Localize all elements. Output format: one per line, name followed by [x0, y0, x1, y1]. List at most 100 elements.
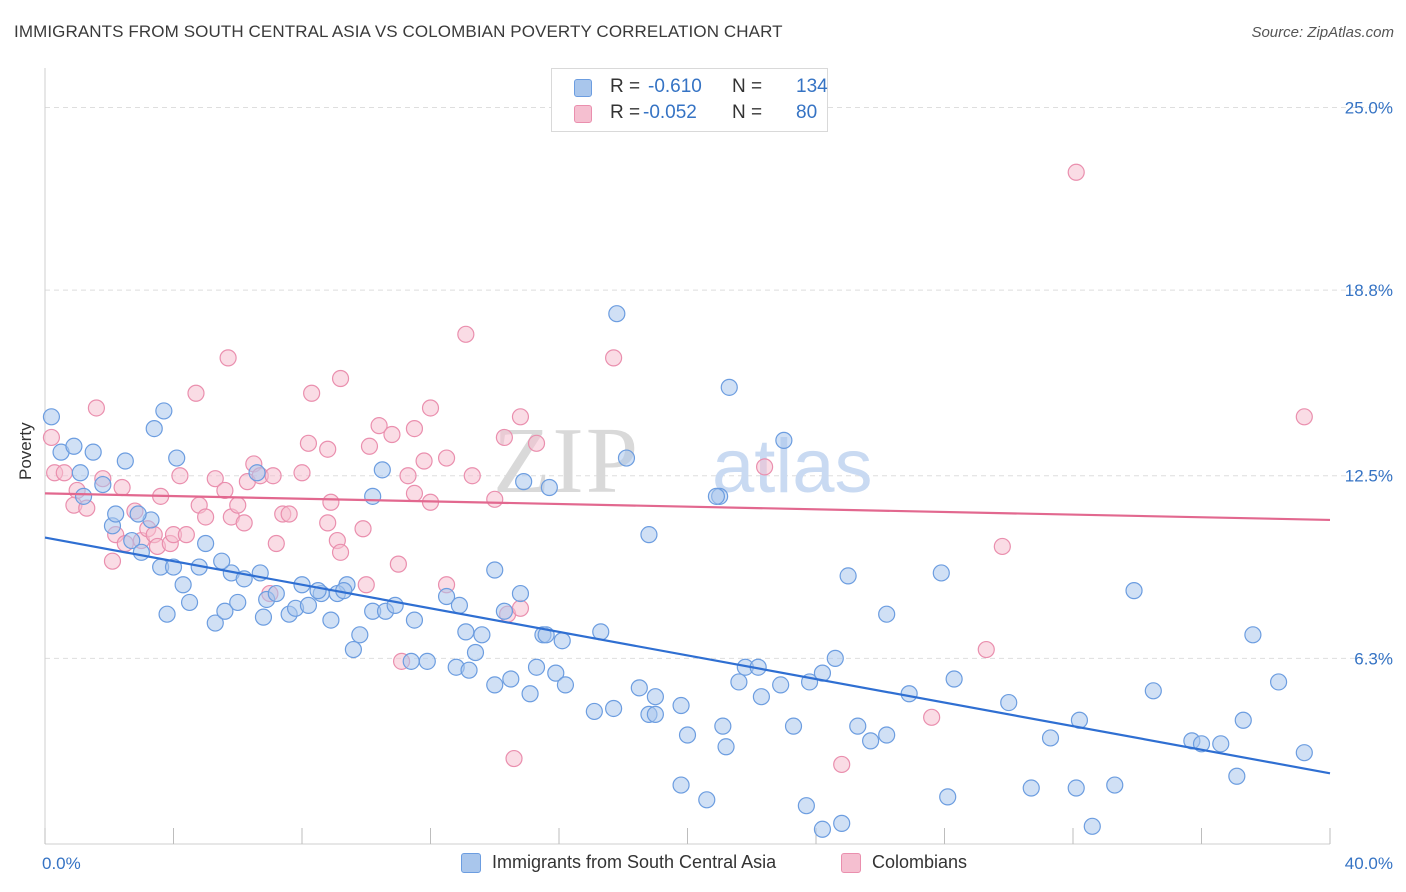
south-central-asia-point	[168, 449, 186, 467]
colombians-point	[331, 543, 350, 561]
south-central-asia-point	[1269, 673, 1288, 691]
south-central-asia-point	[939, 788, 957, 806]
colombians-point	[755, 458, 774, 476]
colombians-point	[495, 428, 513, 447]
south-central-asia-point	[42, 408, 61, 426]
colombians-point	[319, 514, 337, 532]
colombians-point	[605, 349, 623, 367]
south-central-asia-point	[1022, 779, 1040, 797]
south-central-asia-point	[84, 443, 102, 461]
south-central-asia-point	[730, 673, 748, 691]
south-central-asia-point	[495, 602, 513, 620]
south-central-asia-point	[473, 626, 491, 644]
south-central-asia-point	[216, 602, 234, 620]
south-central-asia-point	[1192, 735, 1211, 753]
colombians-point	[923, 708, 941, 726]
south-central-asia-point	[405, 611, 424, 629]
south-central-asia-point	[826, 649, 844, 667]
colombians-point	[1295, 408, 1313, 426]
south-central-asia-point	[515, 473, 533, 491]
x-tick-label: 40.0%	[1345, 854, 1393, 873]
south-central-asia-point	[1295, 744, 1313, 762]
colombians-point	[1067, 163, 1085, 181]
south-central-asia-point	[299, 596, 318, 614]
south-central-asia-point	[460, 661, 478, 679]
colombians-trendline	[44, 492, 1331, 522]
south-central-asia-point	[630, 679, 648, 697]
south-central-asia-point	[772, 676, 790, 694]
south-central-asia-point	[1234, 711, 1252, 729]
south-central-asia-point	[849, 717, 867, 735]
south-central-asia-point	[322, 611, 340, 629]
colombians-point	[370, 417, 388, 435]
south-central-asia-point	[206, 614, 224, 632]
colombians-point	[354, 520, 372, 538]
south-central-asia-point	[502, 670, 520, 688]
south-central-asia-point	[1125, 582, 1143, 600]
south-central-asia-point	[402, 652, 420, 670]
legend-label: Colombians	[872, 852, 968, 872]
colombians-point	[360, 437, 379, 455]
colombians-point	[527, 434, 546, 452]
legend-n-label: N =	[732, 102, 763, 123]
south-central-asia-point	[678, 726, 697, 744]
south-central-asia-point	[813, 820, 832, 838]
watermark: ZIP atlas	[493, 409, 873, 513]
colombians-point	[87, 399, 106, 417]
south-central-asia-point	[180, 593, 199, 612]
south-central-asia-point	[945, 670, 963, 688]
colombians-point	[437, 449, 456, 467]
south-central-asia-point	[900, 685, 918, 703]
colombians-point	[219, 349, 237, 367]
y-tick-label: 18.8%	[1345, 281, 1393, 300]
legend-r-value: -0.052	[643, 102, 697, 123]
colombians-points	[42, 163, 1313, 774]
correlation-legend: R = -0.610 N = 134 R = -0.052 N = 80	[551, 68, 828, 132]
tick-labels: 6.3% 12.5% 18.8% 25.0% 0.0% 40.0%	[42, 98, 1393, 873]
legend-r-value: -0.610	[648, 76, 702, 97]
south-central-asia-point	[878, 726, 896, 744]
axes	[44, 68, 1331, 845]
south-central-asia-point	[1106, 776, 1124, 794]
south-central-asia-point	[784, 717, 803, 735]
south-central-asia-point	[351, 626, 369, 644]
watermark-atlas: atlas	[712, 424, 873, 509]
south-central-asia-point	[932, 564, 950, 582]
colombians-point	[511, 599, 530, 617]
south-central-asia-point	[309, 582, 327, 600]
south-central-asia-point	[775, 431, 793, 449]
south-central-asia-point	[174, 576, 192, 594]
south-central-asia-point	[71, 464, 89, 482]
south-central-asia-trendline	[44, 536, 1331, 775]
colombians-point	[415, 452, 433, 470]
south-central-asia-point	[556, 676, 575, 694]
south-central-asia-point	[720, 378, 738, 396]
colombians-point	[177, 526, 195, 544]
colombians-point	[171, 467, 189, 485]
south-central-asia-point	[1144, 682, 1162, 700]
south-central-asia-point	[1083, 817, 1101, 835]
south-central-asia-point	[605, 699, 623, 718]
colombians-point	[331, 369, 350, 388]
south-central-asia-point	[521, 685, 539, 703]
south-central-asia-points	[42, 305, 1313, 838]
pink-swatch	[574, 105, 592, 123]
south-central-asia-point	[527, 658, 546, 676]
colombians-point	[421, 399, 440, 417]
south-central-asia-point	[132, 543, 150, 561]
south-central-asia-point	[585, 702, 603, 721]
colombians-point	[319, 440, 337, 458]
south-central-asia-point	[797, 797, 815, 815]
x-tick-label: 0.0%	[42, 854, 81, 873]
south-central-asia-point	[450, 596, 469, 614]
south-central-asia-point	[862, 732, 880, 750]
colombians-point	[505, 749, 523, 768]
south-central-asia-point	[714, 717, 732, 735]
blue-swatch	[574, 79, 592, 97]
colombians-point	[357, 576, 375, 594]
south-central-asia-point	[466, 643, 485, 662]
source-label: Source: ZipAtlas.com	[1251, 24, 1394, 41]
south-central-asia-point	[1212, 735, 1230, 753]
south-central-asia-point	[437, 587, 456, 606]
colombians-point	[457, 325, 475, 343]
